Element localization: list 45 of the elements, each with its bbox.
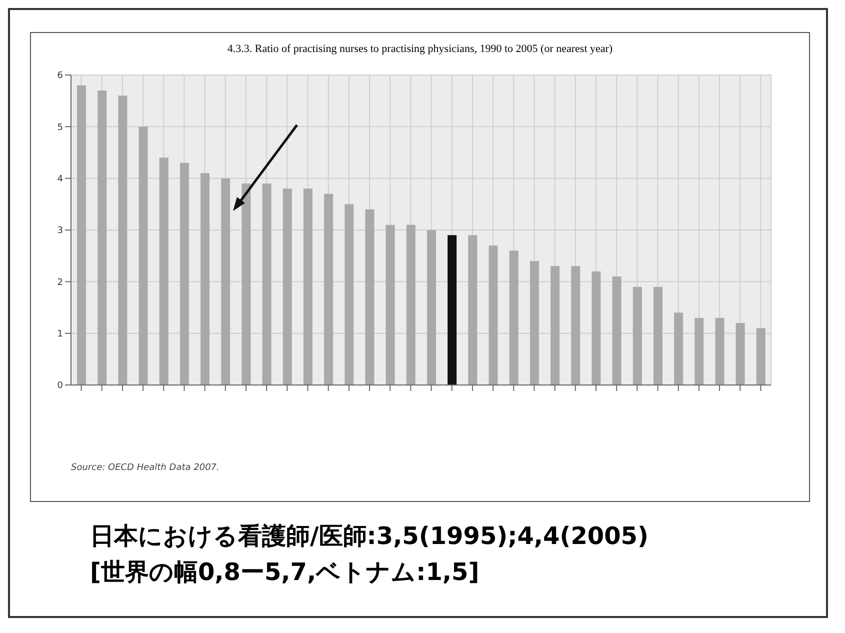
y-tick-label: 4	[57, 174, 64, 185]
bar	[715, 318, 724, 385]
bar	[736, 323, 745, 385]
bar	[262, 184, 272, 385]
bar	[118, 96, 128, 385]
bar	[756, 328, 766, 385]
bar	[180, 162, 189, 385]
bar	[221, 178, 230, 385]
bar	[509, 250, 518, 385]
y-tick-label: 2	[57, 278, 63, 288]
y-tick-label: 5	[57, 122, 63, 133]
bar	[550, 266, 560, 385]
bar	[406, 224, 416, 385]
bar	[427, 230, 436, 385]
bar	[386, 224, 395, 385]
chart-title: 4.3.3. Ratio of practising nurses to practising physicians, 1990 to 2005 (or nearest year)	[226, 43, 614, 55]
bar	[694, 318, 704, 385]
bar	[653, 286, 662, 385]
text: [世界の幅0,8ー5,7,ベトナム:1,5]	[90, 557, 480, 588]
bar	[530, 261, 539, 385]
bar	[138, 126, 148, 385]
bar	[200, 173, 210, 385]
bar	[242, 184, 251, 385]
bar	[674, 312, 684, 385]
text: 日本における看護師/医師:3,5(1995);4,4(2005)	[90, 521, 648, 552]
y-tick-label: 1	[57, 330, 63, 340]
y-tick-label: 6	[57, 71, 64, 82]
bar	[612, 276, 622, 385]
bar	[344, 204, 354, 385]
bar	[77, 85, 86, 385]
y-tick-label: 0	[57, 381, 64, 392]
y-tick-label: 3	[57, 226, 63, 236]
bar	[448, 235, 457, 385]
bar	[592, 271, 601, 385]
bar	[365, 209, 374, 385]
bar	[488, 246, 498, 385]
bar	[468, 235, 478, 385]
bar	[324, 194, 334, 385]
bar	[159, 158, 168, 385]
bar	[632, 286, 642, 385]
source-note: Source: OECD Health Data 2007.	[71, 463, 220, 473]
bar	[571, 266, 580, 385]
bar	[98, 90, 107, 385]
bar	[282, 188, 292, 385]
bar	[303, 188, 312, 385]
